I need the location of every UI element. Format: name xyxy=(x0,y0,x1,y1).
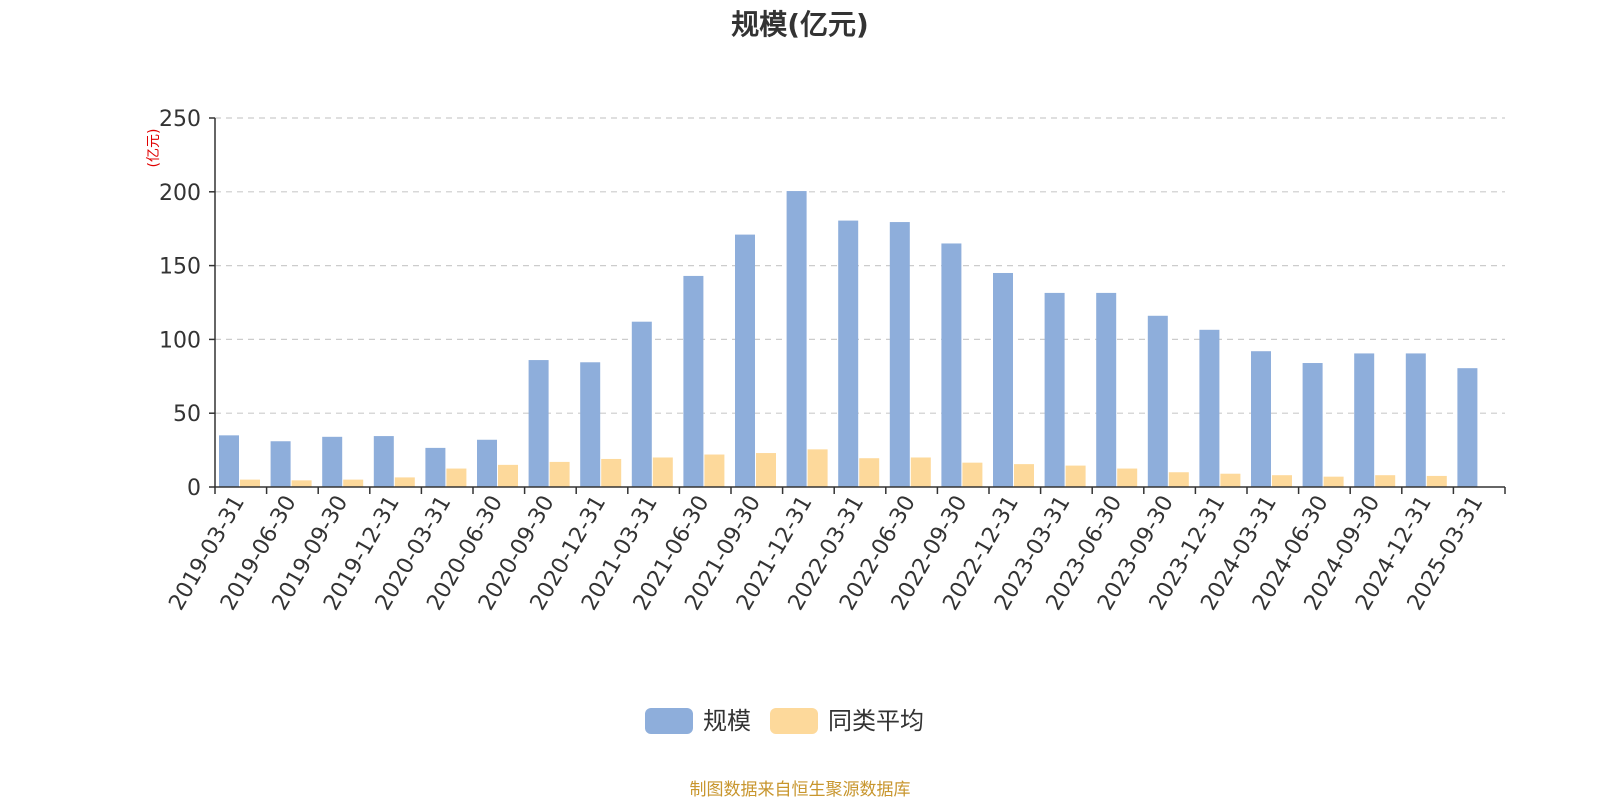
bar-peer-average xyxy=(1272,475,1292,487)
bar-peer-average xyxy=(1375,475,1396,487)
bar-peer-average xyxy=(1168,472,1189,487)
bar-scale xyxy=(580,362,601,487)
y-tick-label: 50 xyxy=(173,402,201,427)
bar-peer-average xyxy=(394,477,415,487)
bar-peer-average xyxy=(1065,465,1086,487)
bar-peer-average xyxy=(756,453,776,487)
bar-scale xyxy=(373,436,394,487)
bar-scale xyxy=(1405,353,1426,487)
bar-scale xyxy=(1251,351,1271,487)
x-tick-labels: 2019-03-312019-06-302019-09-302019-12-31… xyxy=(164,491,1488,614)
bar-scale xyxy=(528,360,549,487)
bar-scale xyxy=(1096,292,1117,487)
bar-peer-average xyxy=(498,464,518,487)
bar-scale xyxy=(735,234,755,487)
y-tick-label: 200 xyxy=(159,181,201,206)
bar-scale xyxy=(786,191,807,487)
legend[interactable]: 规模 同类平均 xyxy=(645,707,924,735)
legend-label: 同类平均 xyxy=(828,707,924,735)
bar-scale xyxy=(1302,363,1323,487)
y-tick-labels: 0 50 100 150 200 250 xyxy=(159,107,201,501)
bar-peer-average xyxy=(1426,475,1447,487)
bar-peer-average xyxy=(549,461,570,487)
bar-peer-average xyxy=(240,479,260,487)
y-axis-unit: (亿元) xyxy=(146,129,162,168)
bar-scale xyxy=(993,272,1013,487)
bar-peer-average xyxy=(601,458,622,487)
y-tick-label: 100 xyxy=(159,328,201,353)
legend-swatch xyxy=(645,708,693,734)
bar-scale xyxy=(838,220,859,487)
bar-peer-average xyxy=(1220,473,1241,487)
bars xyxy=(219,191,1478,488)
bar-peer-average xyxy=(1117,468,1138,487)
bar-scale xyxy=(270,441,291,487)
bar-scale xyxy=(477,439,497,487)
legend-item-peer-average[interactable]: 同类平均 xyxy=(770,707,924,735)
bar-peer-average xyxy=(1014,464,1034,487)
bar-scale xyxy=(1044,292,1065,487)
bar-scale xyxy=(322,436,343,487)
bar-peer-average xyxy=(704,454,725,487)
bar-scale xyxy=(1457,368,1478,487)
y-tick-label: 250 xyxy=(159,107,201,132)
bar-peer-average xyxy=(859,458,880,487)
bar-scale xyxy=(683,275,704,487)
bar-peer-average xyxy=(910,457,931,487)
bar-scale xyxy=(1147,315,1168,487)
bar-scale xyxy=(425,447,446,487)
grid-lines xyxy=(215,117,1505,414)
legend-item-scale[interactable]: 规模 xyxy=(645,707,751,735)
y-tick-label: 150 xyxy=(159,255,201,280)
bar-peer-average xyxy=(652,457,673,487)
source-note: 制图数据来自恒生聚源数据库 xyxy=(690,780,911,800)
bar-scale xyxy=(631,321,652,487)
bar-scale xyxy=(219,435,239,487)
axes xyxy=(209,117,1506,494)
bar-peer-average xyxy=(1323,476,1344,487)
bar-scale xyxy=(889,222,910,488)
bar-scale xyxy=(1354,353,1375,487)
bar-peer-average xyxy=(962,462,983,487)
legend-swatch xyxy=(770,708,818,734)
bar-scale xyxy=(941,243,962,487)
legend-label: 规模 xyxy=(703,707,751,735)
bar-peer-average xyxy=(343,479,364,487)
bar-peer-average xyxy=(446,468,467,487)
y-tick-label: 0 xyxy=(187,476,201,501)
chart-title: 规模(亿元) xyxy=(731,8,869,41)
bar-peer-average xyxy=(291,480,312,487)
bar-peer-average xyxy=(807,449,828,487)
bar-scale xyxy=(1199,329,1220,487)
